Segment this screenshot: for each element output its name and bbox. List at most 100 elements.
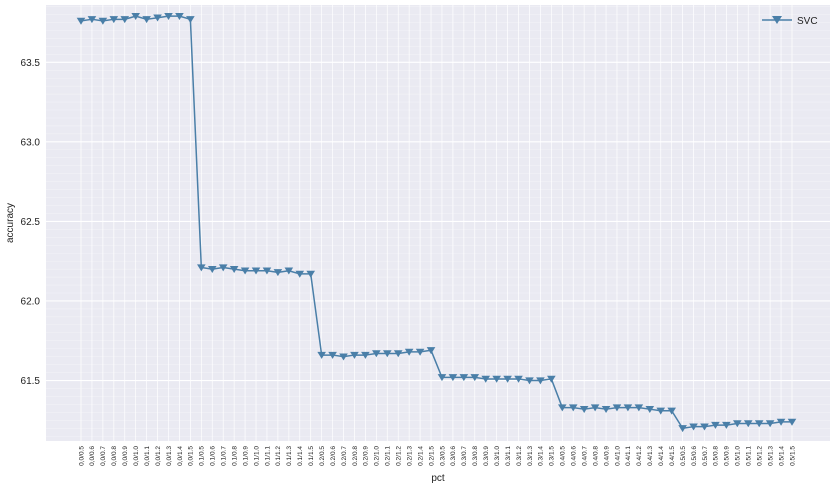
data-point — [186, 16, 195, 24]
x-tick-label: 0,0/0.5 — [78, 446, 85, 466]
data-point — [787, 418, 797, 426]
x-tick-label: 0.1/1.1 — [264, 446, 271, 466]
data-point — [722, 421, 731, 429]
x-tick-label: 0.1/1.0 — [253, 446, 260, 466]
data-point — [667, 407, 676, 415]
data-point — [240, 267, 250, 275]
x-tick-label: 0,0/1.4 — [177, 446, 184, 466]
data-point — [645, 405, 655, 413]
x-axis-label: pct — [431, 473, 445, 484]
x-tick-label: 0.4/1.4 — [658, 446, 665, 466]
x-tick-label: 0.4/1.5 — [669, 446, 676, 466]
x-tick-label: 0.5/0.9 — [724, 446, 731, 466]
data-point — [765, 420, 775, 428]
data-point — [393, 350, 403, 358]
x-tick-label: 0.5/1.1 — [746, 446, 753, 466]
x-tick-label: 0,0/0.6 — [89, 446, 96, 466]
x-tick-label: 0.4/0.9 — [603, 446, 610, 466]
legend: SVC — [762, 16, 818, 27]
data-point — [339, 353, 348, 361]
y-tick-label: 61.5 — [21, 376, 41, 387]
x-tick-label: 0.4/0.7 — [581, 446, 588, 466]
x-tick-label: 0.5/1.5 — [789, 446, 796, 466]
data-point — [306, 270, 316, 278]
series-svc — [80, 15, 792, 430]
x-tick-label: 0,0/1.0 — [133, 446, 140, 466]
x-tick-label: 0.2/1.1 — [385, 446, 392, 466]
data-point — [361, 351, 370, 359]
data-point — [229, 265, 239, 273]
data-point — [590, 404, 600, 412]
data-point — [525, 377, 534, 385]
x-tick-label: 0.4/0.6 — [571, 446, 578, 466]
data-point — [295, 270, 305, 278]
x-tick-label: 0,0/1.5 — [188, 446, 195, 466]
data-point — [273, 269, 283, 277]
data-point — [207, 265, 217, 273]
x-tick-label: 0.5/0.8 — [713, 446, 720, 466]
data-point — [492, 375, 501, 383]
data-point — [700, 423, 709, 431]
x-tick-label: 0,0/0.7 — [100, 446, 107, 466]
data-point — [557, 404, 567, 412]
data-point — [612, 404, 622, 412]
x-tick-label: 0.3/0.8 — [472, 446, 479, 466]
x-tick-label: 0,0/0.9 — [122, 446, 129, 466]
x-tick-label: 0.3/0.6 — [450, 446, 457, 466]
data-point — [262, 267, 272, 275]
x-tick-label: 0.5/1.2 — [756, 446, 763, 466]
x-tick-label: 0.2/1.3 — [406, 446, 413, 466]
data-point — [131, 12, 140, 20]
x-tick-label: 0.4/1.2 — [636, 446, 643, 466]
x-tick-label: 0.1/0.6 — [210, 446, 217, 466]
x-tick-label: 0.1/1.5 — [308, 446, 315, 466]
data-point — [733, 420, 742, 428]
data-point — [415, 348, 425, 356]
y-tick-labels: 61.5 62.0 62.5 63.0 63.5 — [21, 58, 41, 387]
data-point — [459, 374, 469, 382]
x-tick-label: 0.1/0.8 — [231, 446, 238, 466]
data-point — [711, 421, 720, 429]
data-point — [382, 350, 392, 358]
y-tick-label: 63.5 — [21, 58, 41, 69]
data-point — [437, 374, 447, 382]
y-tick-label: 63.0 — [21, 137, 41, 148]
x-tick-label: 0.5/1.0 — [735, 446, 742, 466]
x-tick-label: 0.4/0.8 — [592, 446, 599, 466]
x-tick-label: 0,0/0.8 — [111, 446, 118, 466]
x-tick-labels: 0,0/0.5 0,0/0.6 0,0/0.7 0,0/0.8 0,0/0.9 0,0/1… — [78, 446, 796, 466]
y-axis-label: accuracy — [5, 203, 16, 243]
data-point — [404, 348, 414, 356]
data-point — [776, 418, 786, 426]
data-point — [142, 16, 151, 24]
x-tick-label: 0.5/0.5 — [680, 446, 687, 466]
x-tick-label: 0.5/1.3 — [767, 446, 774, 466]
x-tick-label: 0.1/1.2 — [275, 446, 282, 466]
data-point — [426, 347, 436, 355]
data-point — [678, 425, 687, 433]
data-point — [109, 16, 119, 24]
data-point — [218, 264, 228, 272]
data-point — [656, 407, 666, 415]
x-tick-label: 0,0/1.2 — [155, 446, 162, 466]
x-tick-label: 0.1/1.3 — [286, 446, 293, 466]
data-point — [175, 12, 184, 20]
x-tick-label: 0.3/1.3 — [527, 446, 534, 466]
data-point — [87, 16, 97, 24]
x-tick-label: 0.2/0.7 — [341, 446, 348, 466]
data-point — [601, 405, 611, 413]
x-tick-label: 0.2/0.6 — [330, 446, 337, 466]
x-tick-label: 0.3/1.2 — [516, 446, 523, 466]
data-point — [579, 405, 589, 413]
x-tick-label: 0.2/0.8 — [352, 446, 359, 466]
x-tick-label: 0.3/1.0 — [494, 446, 501, 466]
y-tick-label: 62.5 — [21, 217, 41, 228]
data-point — [76, 17, 86, 25]
data-point — [328, 351, 337, 359]
data-point — [547, 375, 556, 383]
x-tick-label: 0.2/1.4 — [417, 446, 424, 466]
x-tick-label: 0.2/1.5 — [428, 446, 435, 466]
data-point — [470, 374, 480, 382]
data-point — [568, 404, 578, 412]
